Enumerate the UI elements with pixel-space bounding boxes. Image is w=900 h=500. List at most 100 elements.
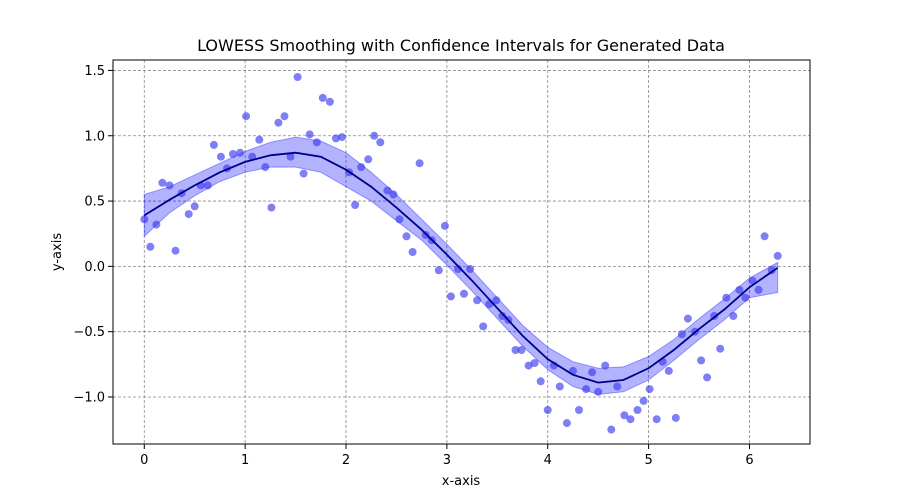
scatter-point: [582, 385, 591, 394]
scatter-point: [140, 215, 149, 224]
scatter-point: [152, 220, 161, 229]
scatter-point: [364, 155, 373, 164]
scatter-point: [492, 296, 501, 305]
scatter-point: [652, 415, 661, 424]
scatter-point: [229, 150, 237, 158]
scatter-point: [773, 251, 782, 260]
scatter-point: [351, 201, 360, 209]
scatter-point: [274, 118, 283, 127]
x-tick-label: 6: [745, 453, 753, 468]
x-tick-label: 5: [644, 453, 652, 468]
scatter-point: [524, 361, 533, 370]
scatter-point: [312, 138, 321, 147]
scatter-point: [305, 130, 314, 139]
scatter-point: [498, 312, 507, 320]
scatter-point: [299, 169, 308, 178]
scatter-point: [190, 202, 199, 211]
scatter-point: [530, 359, 539, 367]
chart-title: LOWESS Smoothing with Confidence Interva…: [197, 36, 725, 55]
scatter-point: [748, 276, 757, 285]
scatter-point: [607, 425, 616, 434]
scatter-point: [760, 232, 769, 241]
scatter-point: [716, 344, 725, 353]
scatter-point: [415, 159, 424, 168]
scatter-point: [575, 406, 583, 414]
scatter-point: [293, 73, 302, 81]
scatter-point: [236, 148, 245, 157]
scatter-point: [633, 406, 642, 414]
x-tick-label: 3: [443, 453, 451, 468]
scatter-point: [325, 97, 334, 106]
x-tick-label: 0: [140, 453, 148, 468]
scatter-point: [146, 242, 155, 251]
confidence-band-layer: [143, 136, 779, 395]
scatter-point: [216, 152, 225, 161]
scatter-point: [376, 138, 385, 147]
y-axis-label: y-axis: [50, 233, 65, 271]
y-tick-label: 0.5: [84, 195, 105, 210]
scatter-point: [735, 285, 744, 294]
x-tick-label: 2: [342, 453, 350, 468]
scatter-point: [209, 140, 218, 149]
scatter-point: [594, 387, 603, 396]
scatter-point: [664, 366, 673, 375]
scatter-point: [338, 133, 346, 142]
scatter-point: [158, 178, 167, 187]
scatter-point: [383, 186, 392, 195]
x-axis-label: x-axis: [442, 474, 481, 489]
plot-frame: [112, 59, 811, 445]
scatter-point: [683, 314, 692, 323]
scatter-point: [613, 382, 622, 391]
scatter-point: [171, 246, 180, 255]
scatter-point: [318, 93, 327, 102]
scatter-point: [626, 415, 635, 424]
scatter-point: [536, 377, 545, 386]
scatter-point: [408, 248, 417, 256]
scatter-point: [703, 373, 712, 382]
scatter-point: [588, 368, 597, 377]
x-tick-label: 1: [241, 453, 249, 468]
y-tick-label: 1.0: [84, 129, 105, 144]
scatter-point: [722, 293, 731, 302]
scatter-point: [741, 293, 750, 302]
scatter-point: [677, 330, 686, 339]
y-tick-label: 0.0: [84, 260, 105, 275]
scatter-points-layer: [140, 73, 782, 434]
scatter-point: [389, 190, 398, 199]
scatter-point: [331, 134, 340, 143]
scatter-point: [267, 203, 276, 212]
scatter-point: [446, 292, 455, 301]
lowess-line-layer: [143, 151, 779, 384]
scatter-point: [479, 322, 488, 331]
scatter-point: [645, 385, 654, 394]
scatter-point: [255, 135, 264, 144]
y-tick-label: −1.0: [73, 390, 105, 405]
scatter-point: [280, 112, 289, 121]
scatter-point: [402, 232, 411, 241]
scatter-point: [511, 346, 520, 354]
scatter-point: [261, 163, 270, 172]
scatter-point: [671, 413, 680, 422]
tick-layer: 0 1 2 3 4 5 6 −1.0 −0.5 0.0 0.5 1.0 1.5: [73, 64, 753, 468]
y-tick-label: 1.5: [84, 64, 105, 79]
scatter-point: [639, 396, 648, 405]
scatter-point: [434, 266, 443, 275]
scatter-point: [620, 411, 629, 420]
scatter-point: [517, 346, 526, 354]
scatter-point: [697, 356, 706, 365]
scatter-point: [555, 382, 564, 391]
scatter-point: [370, 131, 379, 140]
scatter-point: [460, 289, 468, 298]
scatter-point: [203, 181, 212, 190]
scatter-point: [473, 296, 482, 305]
scatter-point: [754, 285, 763, 294]
scatter-point: [562, 419, 571, 428]
scatter-point: [184, 210, 193, 219]
scatter-point: [466, 265, 475, 273]
confidence-band: [143, 136, 779, 395]
lowess-line: [143, 151, 779, 384]
x-tick-label: 4: [544, 453, 552, 468]
scatter-point: [440, 221, 449, 230]
